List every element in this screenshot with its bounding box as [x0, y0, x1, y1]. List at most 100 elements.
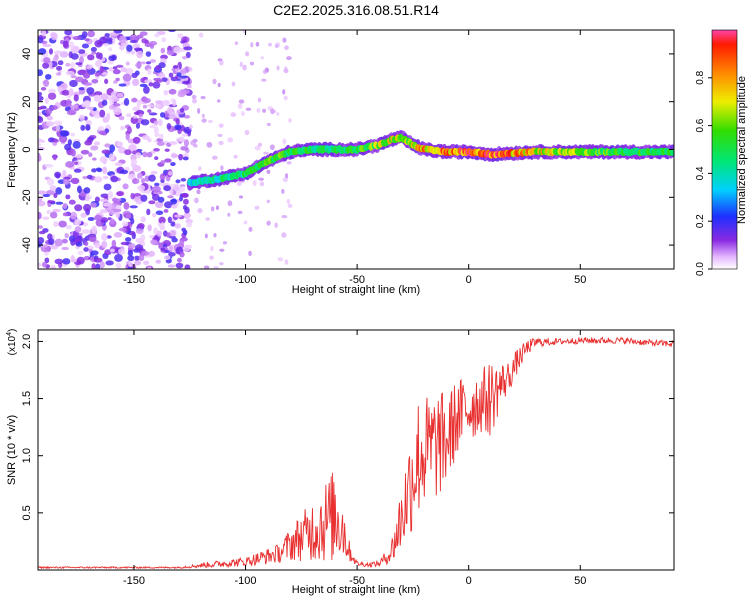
spectrogram-noise-blob [87, 54, 95, 61]
spectrogram-noise-blob [145, 51, 152, 57]
spectrogram-noise-blob [257, 97, 262, 103]
spectrogram-noise-blob [118, 146, 127, 154]
spectrogram-noise-blob [115, 262, 122, 269]
spectrogram-noise-blob [170, 230, 176, 237]
spectrogram-noise-blob [106, 37, 113, 42]
spectrogram-noise-blob [258, 177, 265, 181]
colorbar-tick-label: 0.0 [695, 262, 706, 276]
spectrogram-noise-blob [147, 109, 152, 113]
spectrogram-noise-blob [116, 92, 124, 98]
spectrogram-noise-blob [115, 64, 124, 68]
spectrogram-noise-blob [152, 193, 160, 201]
spectrogram-noise-blob [91, 263, 96, 269]
spectrogram-noise-blob [118, 115, 125, 121]
spectrogram-noise-blob [167, 171, 173, 176]
spectrogram-noise-blob [64, 30, 73, 36]
colorbar-label: Normalized spectral amplitude [736, 76, 748, 224]
spectrogram-noise-blob [41, 261, 48, 268]
spectrogram-noise-blob [88, 234, 97, 243]
spectrogram-noise-blob [178, 153, 183, 161]
spectrogram-noise-blob [101, 233, 108, 241]
spectrogram-noise-blob [183, 139, 189, 147]
spectrogram-noise-blob [43, 79, 50, 87]
spectrogram-noise-blob [107, 190, 114, 199]
spectrogram-noise-blob [48, 88, 56, 93]
spectrogram-noise-blob [183, 245, 191, 252]
spectrogram-y-tick-label: 20 [21, 96, 33, 108]
spectrogram-noise-blob [102, 175, 109, 180]
spectrogram-noise-blob [140, 216, 146, 223]
spectrogram-noise-blob [146, 266, 152, 269]
spectrogram-noise-blob [201, 118, 207, 123]
spectrogram-noise-blob [119, 45, 125, 51]
spectrogram-noise-blob [93, 91, 103, 96]
spectrogram-noise-blob [38, 138, 43, 143]
snr-y-tick-label: 2.0 [21, 334, 33, 349]
spectrogram-noise-blob [111, 197, 118, 203]
spectrogram-x-tick-label: 0 [466, 274, 472, 286]
spectrogram-noise-blob [203, 265, 210, 269]
spectrogram-noise-blob [128, 261, 133, 268]
spectrogram-noise-blob [70, 75, 77, 79]
spectrogram-noise-blob [148, 250, 156, 257]
spectrogram-noise-blob [190, 140, 197, 146]
spectrogram-noise-blob [86, 87, 95, 95]
spectrogram-noise-blob [109, 98, 114, 106]
spectrogram-noise-blob [90, 145, 99, 151]
spectrogram-noise-blob [50, 265, 57, 269]
spectrogram-noise-blob [213, 266, 219, 269]
spectrogram-noise-blob [65, 70, 75, 76]
spectrogram-noise-blob [178, 136, 185, 142]
spectrogram-noise-blob [167, 30, 176, 33]
spectrogram-noise-blob [127, 126, 132, 135]
spectrogram-noise-blob [146, 151, 153, 158]
spectrogram-noise-blob [173, 185, 180, 192]
spectrogram-noise-blob [101, 240, 108, 249]
snr-series-line [38, 336, 674, 570]
spectrogram-noise-blob [204, 233, 208, 239]
spectrogram-noise-blob [57, 60, 64, 66]
spectrogram-noise-blob [75, 241, 83, 247]
spectrogram-noise-blob [125, 132, 130, 141]
spectrogram-noise-blob [103, 202, 110, 207]
spectrogram-noise-blob [84, 100, 91, 107]
spectrogram-noise-blob [154, 132, 160, 138]
spectrogram-noise-blob [49, 185, 57, 192]
snr-x-tick-label: -150 [123, 575, 145, 587]
spectrogram-noise-blob [87, 216, 95, 221]
spectrogram-noise-blob [145, 61, 152, 65]
spectrogram-noise-blob [66, 110, 76, 116]
spectrogram-noise-blob [141, 177, 146, 184]
spectrogram-noise-blob [281, 215, 288, 219]
spectrogram-noise-blob [93, 94, 102, 102]
spectrogram-noise-blob [83, 82, 93, 86]
spectrogram-x-tick-label: -150 [123, 274, 145, 286]
spectrogram-noise-blob [160, 222, 165, 229]
spectrogram-noise-blob [120, 169, 128, 174]
spectrogram-noise-blob [186, 221, 193, 228]
spectrogram-noise-blob [170, 198, 178, 205]
spectrogram-noise-blob [236, 181, 242, 186]
spectrogram-noise-blob [109, 218, 115, 225]
spectrogram-noise-blob [227, 137, 234, 143]
spectrogram-y-label: Frequency (Hz) [6, 112, 18, 188]
spectrogram-noise-blob [182, 204, 188, 210]
spectrogram-noise-blob [38, 111, 42, 117]
spectrogram-noise-blob [196, 189, 201, 195]
spectrogram-noise-blob [127, 266, 133, 269]
spectrogram-noise-blob [38, 69, 43, 77]
spectrogram-noise-blob [155, 201, 164, 209]
spectrogram-noise-blob [274, 222, 278, 228]
spectrogram-noise-blob [182, 156, 189, 161]
spectrogram-noise-blob [146, 104, 155, 108]
spectrogram-noise-blob [130, 218, 135, 225]
spectrogram-noise-blob [124, 237, 132, 242]
spectrogram-noise-blob [164, 158, 172, 163]
spectrogram-noise-blob [97, 125, 105, 132]
spectrogram-noise-blob [209, 255, 214, 260]
spectrogram-noise-blob [148, 200, 156, 205]
spectrogram-x-label: Height of straight line (km) [292, 284, 420, 296]
spectrogram-noise-blob [200, 95, 206, 100]
spectrogram-noise-blob [79, 56, 84, 65]
